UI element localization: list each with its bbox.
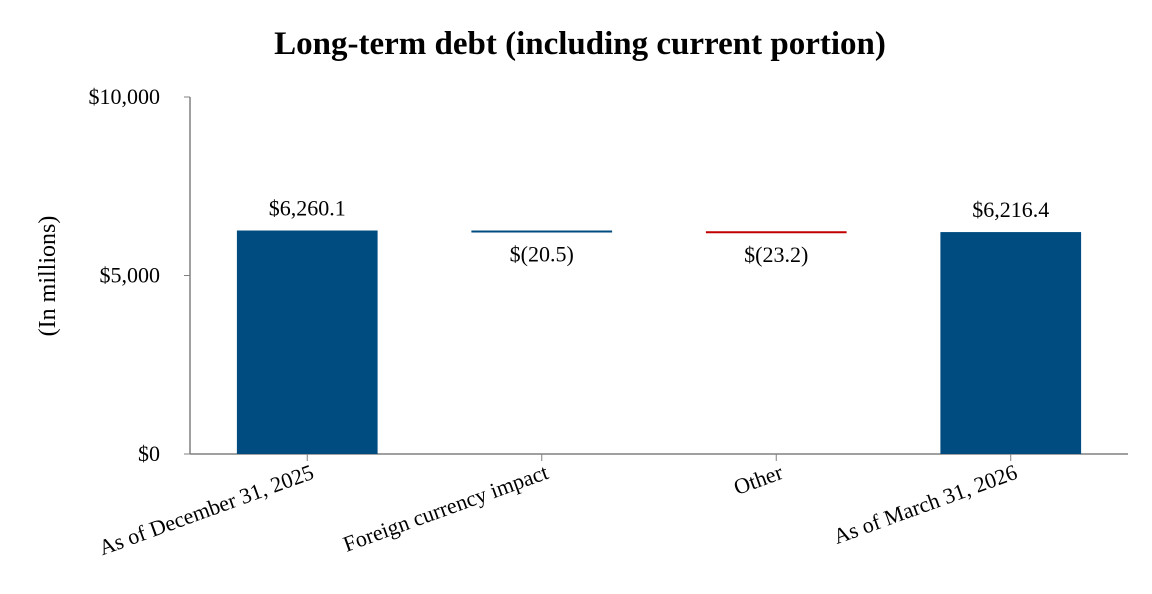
x-tick-label: As of December 31, 2025 (95, 459, 317, 560)
chart-title: Long-term debt (including current portio… (274, 26, 886, 62)
data-label: $(23.2) (744, 242, 808, 267)
y-tick-label: $10,000 (89, 84, 161, 109)
bars (236, 230, 1082, 454)
y-axis-title: (In millions) (35, 216, 61, 337)
y-tick-label: $0 (138, 441, 160, 466)
bar (471, 230, 613, 233)
data-label: $6,260.1 (269, 196, 346, 221)
x-axis-ticks: As of December 31, 2025 Foreign currency … (95, 454, 1020, 560)
data-label: $(20.5) (510, 242, 574, 267)
data-label: $6,216.4 (972, 197, 1049, 222)
x-tick-label: Other (730, 459, 786, 500)
x-tick-label: Foreign currency impact (340, 459, 552, 556)
y-tick-label: $5,000 (100, 263, 161, 288)
x-tick-label: As of March 31, 2026 (830, 459, 1021, 549)
bar (705, 231, 847, 234)
bar (236, 230, 378, 454)
data-labels: $6,260.1 $(20.5) $(23.2) $6,216.4 (269, 196, 1050, 268)
bar (940, 232, 1082, 454)
y-axis-ticks: $0 $5,000 $10,000 (89, 84, 190, 466)
